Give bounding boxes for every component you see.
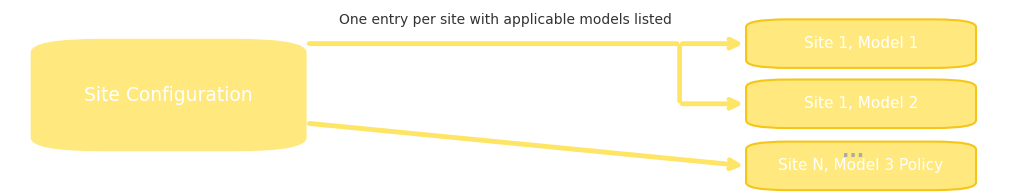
FancyBboxPatch shape: [746, 19, 976, 68]
Text: Site N, Model 3 Policy: Site N, Model 3 Policy: [779, 158, 943, 173]
Text: ...: ...: [842, 142, 865, 161]
Text: One entry per site with applicable models listed: One entry per site with applicable model…: [339, 13, 672, 27]
FancyBboxPatch shape: [746, 80, 976, 128]
Text: Site 1, Model 2: Site 1, Model 2: [804, 96, 918, 111]
FancyBboxPatch shape: [31, 39, 307, 151]
FancyBboxPatch shape: [746, 142, 976, 190]
Text: Site Configuration: Site Configuration: [85, 86, 252, 105]
Text: Site 1, Model 1: Site 1, Model 1: [804, 36, 918, 51]
